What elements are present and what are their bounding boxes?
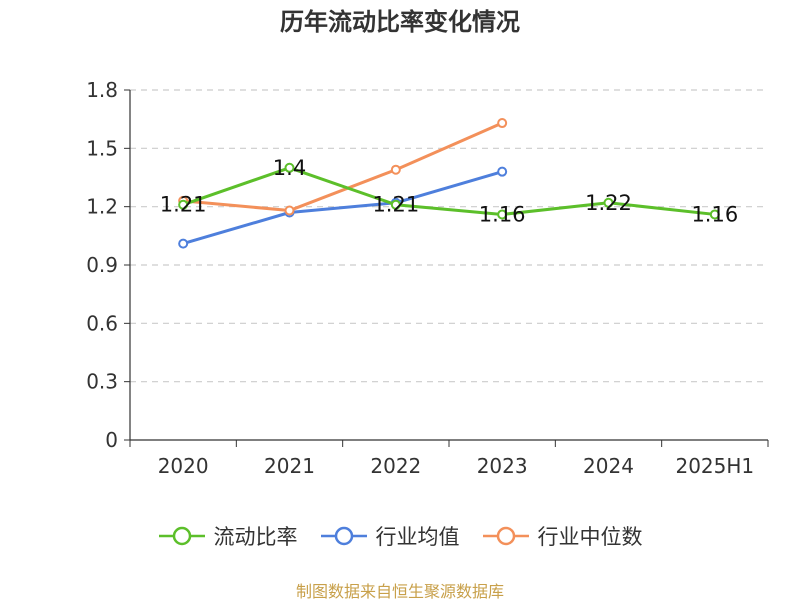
data-label: 1.22	[585, 191, 632, 215]
series-line	[181, 166, 717, 216]
series-layer	[178, 118, 720, 249]
data-labels: 1.21 1.4 1.21 1.16 1.22 1.16	[160, 156, 738, 227]
data-point[interactable]	[178, 238, 189, 249]
data-label: 1.4	[273, 156, 306, 180]
y-tick-label: 0.3	[86, 370, 118, 394]
data-label: 1.16	[479, 202, 526, 226]
data-point[interactable]	[709, 209, 720, 220]
legend-label: 流动比率	[213, 525, 298, 549]
series-line	[181, 121, 504, 213]
legend-line-icon	[320, 526, 367, 546]
x-tick-label: 2022	[370, 454, 421, 478]
legend-line-icon	[158, 526, 205, 546]
data-label: 1.21	[372, 193, 419, 217]
source-note: 制图数据来自恒生聚源数据库	[295, 582, 504, 601]
x-tick-label: 2023	[477, 454, 528, 478]
series-line	[181, 170, 504, 246]
series-2	[178, 118, 508, 216]
y-tick-label: 1.2	[86, 195, 118, 219]
y-tick-label: 1.5	[86, 136, 118, 160]
x-tick-label: 2021	[264, 454, 315, 478]
data-point[interactable]	[284, 205, 295, 216]
x-tick-label: 2025H1	[675, 454, 754, 478]
chart-title: 历年流动比率变化情况	[280, 8, 520, 36]
y-tick-label: 1.8	[86, 78, 118, 102]
grid-lines	[130, 89, 768, 383]
legend-item[interactable]: 流动比率	[158, 521, 298, 551]
data-label: 1.16	[691, 202, 738, 226]
legend-label: 行业中位数	[537, 525, 643, 549]
data-point[interactable]	[603, 197, 614, 208]
legend-item[interactable]: 行业中位数	[482, 521, 643, 551]
data-point[interactable]	[178, 199, 189, 210]
y-tick-label: 0	[105, 428, 118, 452]
series-0	[178, 162, 720, 220]
series-1	[178, 166, 508, 249]
x-tick-label: 2024	[583, 454, 634, 478]
data-point[interactable]	[390, 164, 401, 175]
data-point[interactable]	[390, 199, 401, 210]
x-axis-ticks: 2020 2021 2022 2023 2024 2025H1	[129, 440, 769, 478]
data-label: 1.21	[160, 193, 207, 217]
data-point[interactable]	[497, 209, 508, 220]
data-point[interactable]	[497, 166, 508, 177]
legend-line-icon	[482, 526, 529, 546]
y-tick-label: 0.6	[86, 311, 118, 335]
data-point[interactable]	[497, 118, 508, 129]
legend-item[interactable]: 行业均值	[320, 521, 460, 551]
y-tick-label: 0.9	[86, 253, 118, 277]
data-point[interactable]	[284, 162, 295, 173]
legend: 流动比率 行业均值 行业中位数	[0, 520, 800, 552]
legend-label: 行业均值	[375, 525, 460, 549]
x-tick-label: 2020	[158, 454, 209, 478]
y-axis-ticks: 0 0.3 0.6 0.9 1.2 1.5 1.8	[86, 78, 130, 452]
